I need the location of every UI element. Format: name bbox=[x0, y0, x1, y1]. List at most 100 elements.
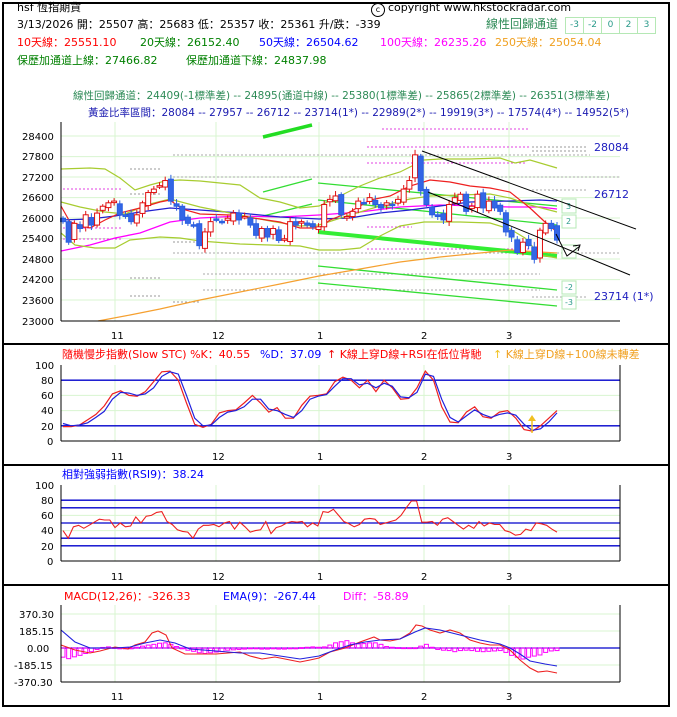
stc-d-line bbox=[62, 371, 558, 432]
fibonacci-legend: 黃金比率區間：28084 -- 27957 -- 26712 -- 23714(… bbox=[88, 106, 629, 120]
projection-arrow bbox=[555, 233, 581, 257]
svg-text:11: 11 bbox=[111, 692, 124, 703]
ma250-label: 250天線： bbox=[495, 36, 549, 49]
stc-signal-arrow-icon bbox=[528, 415, 536, 433]
svg-text:-370.30: -370.30 bbox=[14, 678, 53, 689]
bollinger-lower-label: 保歷加通道下線： bbox=[186, 54, 274, 67]
y-axis-labels: 28400 27800 27200 26600 26000 25400 24800 24… bbox=[22, 132, 54, 328]
bollinger-upper-value: 27466.82 bbox=[105, 54, 158, 67]
svg-text:40: 40 bbox=[41, 406, 54, 417]
svg-text:0: 0 bbox=[47, 557, 53, 568]
svg-text:0.00: 0.00 bbox=[27, 644, 49, 655]
svg-text:3: 3 bbox=[506, 692, 512, 703]
svg-text:23600: 23600 bbox=[22, 296, 54, 307]
svg-text:26000: 26000 bbox=[22, 214, 54, 225]
rsi-reference-lines bbox=[61, 499, 620, 547]
stc-signal-1-text: K線上穿D線+RSI在低位背馳 bbox=[339, 348, 482, 361]
svg-text:1: 1 bbox=[317, 692, 323, 703]
fibonacci-values: 28084 -- 27957 -- 26712 -- 23714(1*) -- … bbox=[161, 107, 630, 119]
svg-text:11: 11 bbox=[111, 452, 124, 463]
fibonacci-label: 黃金比率區間： bbox=[88, 107, 162, 119]
bollinger-upper-label: 保歷加通道上線： bbox=[17, 54, 105, 67]
ma20-legend: 20天線：26152.40 bbox=[140, 36, 240, 50]
svg-text:1: 1 bbox=[317, 452, 323, 463]
svg-text:12: 12 bbox=[212, 572, 225, 583]
bollinger-lower-legend: 保歷加通道下線：24837.98 bbox=[186, 54, 327, 68]
svg-text:-185.15: -185.15 bbox=[14, 661, 53, 672]
ma10-label: 10天線： bbox=[17, 36, 64, 49]
high-label: 高： bbox=[137, 18, 160, 31]
svg-text:27200: 27200 bbox=[22, 173, 54, 184]
svg-text:-2: -2 bbox=[565, 283, 573, 292]
svg-text:0: 0 bbox=[47, 437, 53, 448]
up-arrow-icon: ↑ bbox=[327, 348, 337, 361]
svg-text:11: 11 bbox=[111, 572, 124, 583]
svg-text:2: 2 bbox=[566, 217, 571, 226]
channel-button-3[interactable]: 3 bbox=[637, 17, 656, 34]
ma10-legend: 10天線：25551.10 bbox=[17, 36, 117, 50]
ema-line bbox=[60, 627, 558, 667]
bollinger-upper-legend: 保歷加通道上線：27466.82 bbox=[17, 54, 158, 68]
macd-line bbox=[60, 624, 558, 674]
svg-text:24200: 24200 bbox=[22, 275, 54, 286]
close-value: 25361 bbox=[280, 18, 316, 31]
svg-text:2: 2 bbox=[421, 572, 427, 583]
svg-text:25400: 25400 bbox=[22, 234, 54, 245]
svg-text:3: 3 bbox=[506, 331, 512, 342]
fib-label-23714: 23714 (1*) bbox=[594, 290, 654, 303]
stc-signal-2: ↑ K線上穿D線+100線未轉差 bbox=[493, 348, 640, 362]
svg-text:28400: 28400 bbox=[22, 132, 54, 143]
bollinger-lower-value: 24837.98 bbox=[274, 54, 327, 67]
svg-text:27800: 27800 bbox=[22, 152, 54, 163]
ma100-value: 26235.26 bbox=[434, 36, 487, 49]
panel-divider bbox=[2, 584, 670, 586]
panel-divider bbox=[2, 343, 670, 345]
svg-text:185.15: 185.15 bbox=[19, 627, 54, 638]
svg-text:-3: -3 bbox=[565, 298, 573, 307]
diff-label: Diff：-58.89 bbox=[343, 590, 409, 603]
change-label: 升/跌： bbox=[318, 18, 356, 31]
panel-divider bbox=[2, 464, 670, 466]
svg-text:24800: 24800 bbox=[22, 255, 54, 266]
open-value: 25507 bbox=[98, 18, 134, 31]
bollinger-upper-line bbox=[60, 157, 558, 209]
ma100-legend: 100天線：26235.26 bbox=[380, 36, 487, 50]
stc-k-line bbox=[63, 370, 558, 432]
stc-signal-1: ↑ K線上穿D線+RSI在低位背馳 bbox=[327, 348, 482, 362]
ma250-line bbox=[97, 249, 558, 322]
open-label: 開： bbox=[76, 18, 99, 31]
regression-legend: 線性回歸通道：24409(-1標準差) -- 24895(通道中線) -- 25… bbox=[73, 89, 610, 103]
svg-text:26600: 26600 bbox=[22, 193, 54, 204]
svg-text:11: 11 bbox=[111, 331, 124, 342]
svg-text:60: 60 bbox=[41, 391, 54, 402]
svg-text:3: 3 bbox=[506, 572, 512, 583]
stc-d-label: %D：37.09 bbox=[260, 348, 322, 361]
price-chart: 28400 27800 27200 26600 26000 25400 24800 24… bbox=[22, 122, 654, 342]
svg-text:3: 3 bbox=[566, 202, 571, 211]
candlesticks bbox=[60, 149, 560, 264]
svg-text:3: 3 bbox=[506, 452, 512, 463]
svg-text:100: 100 bbox=[35, 481, 54, 492]
rsi-y-labels: 100 80 60 40 20 0 bbox=[35, 481, 54, 568]
low-value: 25357 bbox=[219, 18, 255, 31]
svg-text:2: 2 bbox=[421, 331, 427, 342]
ma50-value: 26504.62 bbox=[306, 36, 359, 49]
svg-text:20: 20 bbox=[41, 542, 54, 553]
svg-text:12: 12 bbox=[212, 331, 225, 342]
rsi-line bbox=[62, 500, 558, 540]
svg-text:2: 2 bbox=[421, 452, 427, 463]
trend-channel bbox=[421, 150, 637, 276]
svg-text:12: 12 bbox=[212, 452, 225, 463]
copyright-text: copyright www.hkstockradar.com bbox=[388, 1, 572, 14]
copyright-icon: c bbox=[371, 3, 385, 17]
svg-text:80: 80 bbox=[41, 376, 54, 387]
svg-text:100: 100 bbox=[35, 361, 54, 372]
svg-text:370.30: 370.30 bbox=[19, 610, 54, 621]
ma50-label: 50天線： bbox=[259, 36, 306, 49]
ma50-legend: 50天線：26504.62 bbox=[259, 36, 359, 50]
